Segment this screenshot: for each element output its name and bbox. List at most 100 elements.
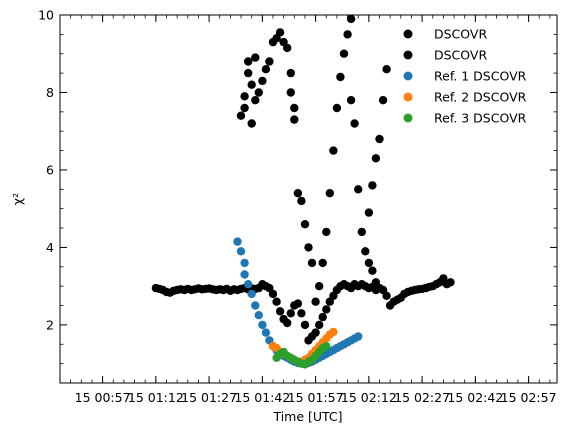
data-point (233, 237, 242, 246)
data-points (151, 14, 455, 369)
data-point (378, 96, 388, 105)
data-point (315, 320, 324, 330)
data-point (446, 278, 455, 287)
data-point (368, 181, 377, 190)
legend-label: Ref. 3 DSCOVR (434, 111, 527, 126)
data-point (304, 243, 313, 252)
data-point (247, 289, 256, 299)
legend-marker (403, 92, 413, 102)
y-axis-label: χ² (10, 193, 25, 205)
data-point (268, 289, 278, 299)
data-point (297, 196, 306, 206)
legend-label: DSCOVR (434, 48, 487, 63)
data-point (265, 57, 274, 66)
data-point (275, 28, 285, 37)
data-point (322, 227, 331, 237)
data-point (371, 154, 381, 163)
data-point (244, 280, 253, 289)
legend-label: Ref. 2 DSCOVR (434, 90, 527, 105)
data-point (240, 103, 249, 113)
data-point (251, 96, 260, 105)
data-point (318, 258, 327, 268)
plot-background (60, 15, 557, 383)
legend: DSCOVR DSCOVR Ref. 1 DSCOVR Ref. 2 DSCOVR Re… (403, 27, 527, 126)
data-point (254, 88, 263, 97)
series-2 (236, 14, 391, 306)
data-point (254, 311, 263, 320)
legend-marker (403, 71, 413, 81)
legend-item: Ref. 1 DSCOVR (403, 69, 527, 84)
x-tick-label: 15 00:57 (75, 390, 131, 405)
y-tick-label: 10 (38, 8, 54, 23)
x-tick-label: 15 01:57 (288, 390, 344, 405)
data-point (339, 49, 349, 58)
legend-label: DSCOVR (434, 27, 487, 42)
data-point (364, 258, 374, 268)
y-tick-label: 6 (46, 162, 54, 177)
legend-marker (403, 113, 413, 123)
data-point (343, 30, 352, 39)
data-point (297, 309, 306, 318)
x-tick-label: 15 01:12 (128, 390, 184, 405)
series-5 (272, 342, 331, 369)
data-point (361, 247, 370, 256)
data-point (350, 119, 359, 128)
data-point (258, 320, 267, 330)
data-point (251, 301, 260, 310)
x-tick-label: 15 01:27 (181, 390, 237, 405)
legend-item: DSCOVR (403, 27, 487, 42)
data-point (236, 111, 246, 120)
data-point (244, 68, 253, 78)
data-point (293, 299, 303, 308)
data-point (283, 318, 292, 328)
data-point (307, 258, 317, 268)
data-point (322, 305, 331, 314)
legend-item: DSCOVR (403, 48, 487, 63)
data-point (322, 342, 331, 351)
x-tick-label: 15 01:42 (234, 390, 290, 405)
data-point (346, 14, 356, 24)
data-point (382, 291, 391, 300)
legend-marker (403, 29, 413, 39)
data-point (283, 43, 292, 53)
data-point (357, 227, 366, 237)
data-point (336, 72, 345, 82)
x-tick-label: 15 02:12 (341, 390, 397, 405)
y-tick-label: 8 (46, 85, 54, 100)
data-point (293, 189, 303, 198)
data-point (261, 328, 271, 337)
data-point (368, 266, 377, 275)
data-point (300, 320, 310, 330)
data-point (354, 332, 363, 341)
data-point (346, 96, 356, 105)
data-point (382, 65, 391, 74)
y-tick-label: 2 (46, 317, 54, 332)
legend-label: Ref. 1 DSCOVR (434, 69, 527, 84)
data-point (290, 103, 299, 113)
x-tick-label: 15 02:27 (394, 390, 450, 405)
data-point (364, 208, 374, 217)
data-point (329, 146, 338, 155)
y-tick-label: 4 (46, 240, 54, 255)
x-tick-label: 15 02:42 (447, 390, 503, 405)
data-point (240, 92, 249, 101)
data-point (275, 307, 285, 316)
data-point (251, 53, 260, 62)
data-point (375, 134, 384, 144)
data-point (329, 327, 338, 337)
data-point (311, 297, 320, 306)
data-point (290, 115, 299, 124)
legend-item: Ref. 2 DSCOVR (403, 90, 527, 105)
series-1 (151, 274, 455, 345)
data-point (244, 57, 253, 66)
data-point (315, 282, 324, 291)
data-point (371, 278, 381, 287)
data-point (300, 220, 310, 229)
data-point (318, 312, 327, 322)
legend-item: Ref. 3 DSCOVR (403, 111, 527, 126)
x-axis-label: Time [UTC] (272, 409, 342, 424)
plot-frame (59, 14, 558, 384)
data-point (240, 258, 249, 268)
